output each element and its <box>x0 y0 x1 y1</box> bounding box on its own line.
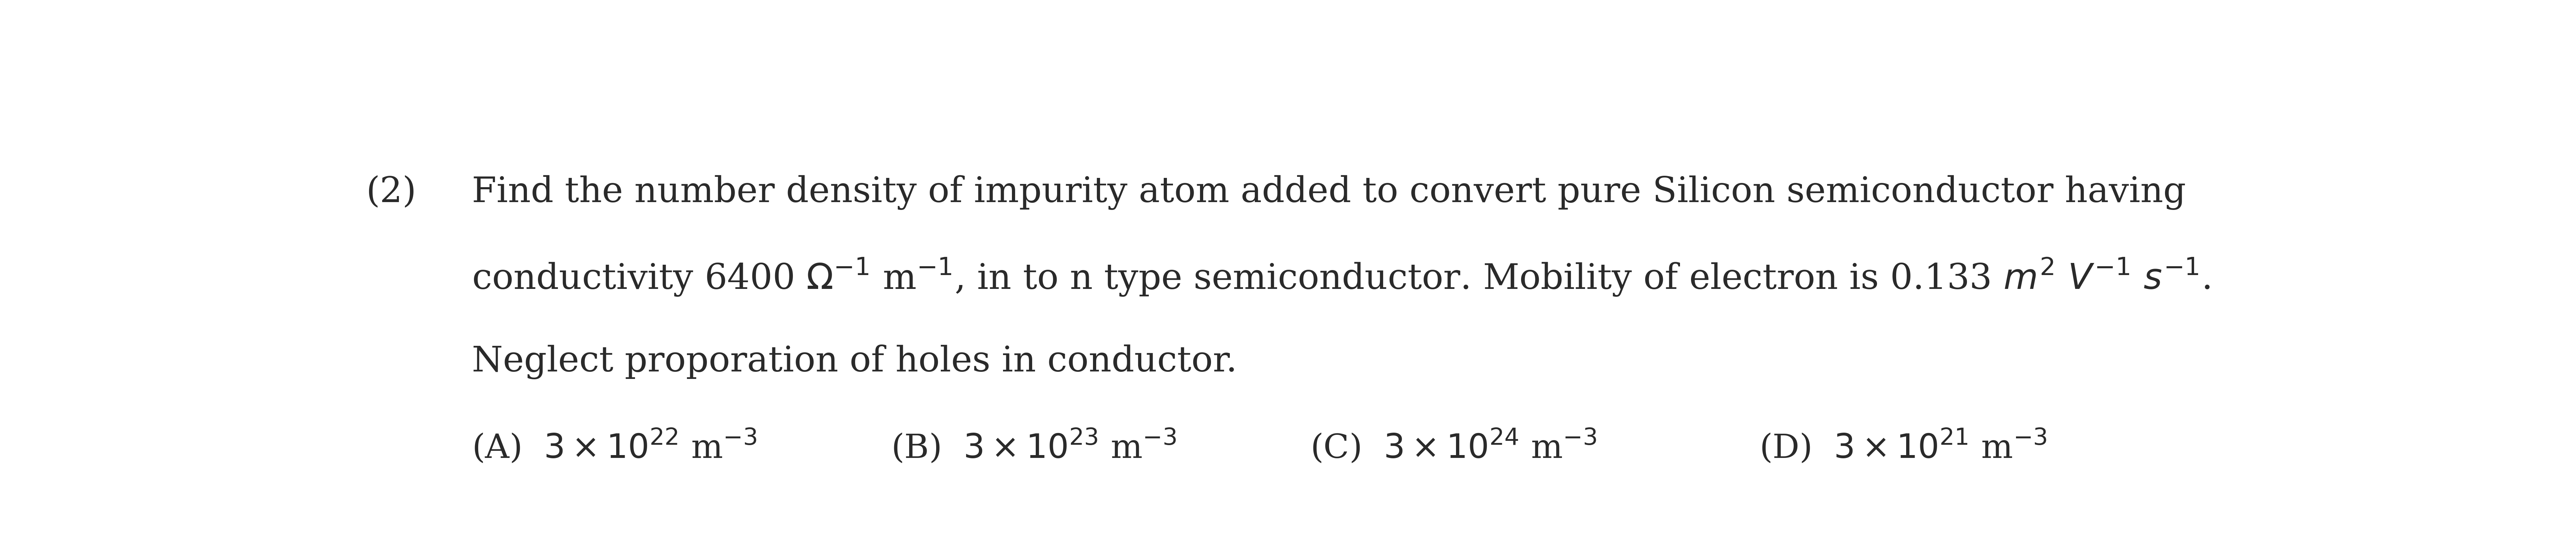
Text: Find the number density of impurity atom added to convert pure Silicon semicondu: Find the number density of impurity atom… <box>471 175 2187 210</box>
Text: (2): (2) <box>366 176 417 210</box>
Text: (C)  $3\times10^{24}$ m$^{-3}$: (C) $3\times10^{24}$ m$^{-3}$ <box>1311 428 1597 465</box>
Text: conductivity 6400 $\Omega^{-1}$ m$^{-1}$, in to n type semiconductor. Mobility o: conductivity 6400 $\Omega^{-1}$ m$^{-1}$… <box>471 256 2210 298</box>
Text: Neglect proporation of holes in conductor.: Neglect proporation of holes in conducto… <box>471 344 1236 379</box>
Text: (B)  $3\times10^{23}$ m$^{-3}$: (B) $3\times10^{23}$ m$^{-3}$ <box>891 428 1177 465</box>
Text: (D)  $3\times10^{21}$ m$^{-3}$: (D) $3\times10^{21}$ m$^{-3}$ <box>1759 428 2048 465</box>
Text: (A)  $3\times10^{22}$ m$^{-3}$: (A) $3\times10^{22}$ m$^{-3}$ <box>471 428 757 465</box>
